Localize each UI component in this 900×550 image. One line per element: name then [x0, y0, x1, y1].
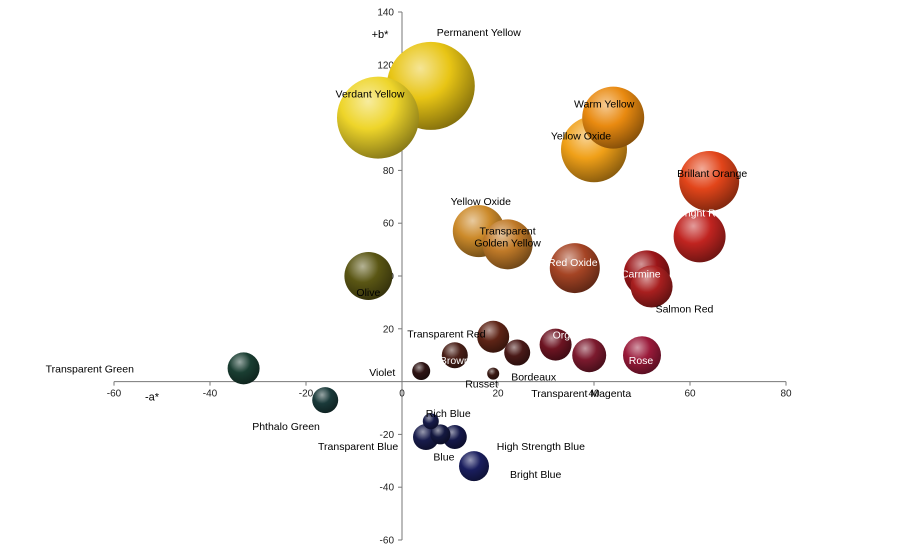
bubble-label: Yellow Oxide	[451, 196, 511, 208]
bubble-label: Rose	[629, 355, 654, 367]
bubble-label: Transparent Magenta	[531, 388, 631, 400]
bubble-label: High Strength Blue	[497, 441, 585, 453]
bubble-label: Olive	[356, 287, 380, 299]
bubble-point	[459, 451, 489, 482]
bubble-point	[482, 219, 533, 270]
bubble-label: Bright Red	[678, 207, 728, 219]
bubble-point	[504, 339, 531, 366]
x-axis-label: -a*	[145, 392, 160, 404]
bubble-point	[679, 150, 740, 211]
bubble-label: Brown	[440, 355, 470, 367]
bubble-labels: Permanent Yellow Verdant Yellow Warm Yello…	[46, 27, 748, 481]
bubble-label: Yellow Oxide	[551, 130, 611, 142]
bubble-point	[441, 342, 468, 369]
bubble-label: Bright Blue	[510, 469, 562, 481]
bubble-label: Transparent Green	[46, 363, 134, 375]
bubble-label: Organic Maroon	[553, 330, 628, 342]
bubble-point	[572, 338, 607, 373]
bubble-label: Rich Blue	[426, 408, 471, 420]
x-tick-label: 20	[492, 389, 504, 400]
x-tick-label: 80	[780, 389, 792, 400]
bubble-point	[344, 252, 393, 300]
y-tick-label: -20	[380, 430, 395, 441]
x-tick-label: -20	[299, 389, 314, 400]
bubble-label: Warm Yellow	[574, 99, 635, 111]
bubble-label: Russet	[465, 379, 498, 391]
y-tick-label: -60	[380, 536, 395, 547]
y-tick-label: 20	[383, 324, 395, 335]
bubble-point	[673, 210, 726, 263]
bubble-point	[337, 76, 419, 159]
y-tick-label: 140	[377, 8, 394, 19]
y-axis-label: +b*	[372, 29, 390, 41]
bubble-point	[422, 413, 439, 430]
bubble-label: Salmon Red	[656, 304, 714, 316]
bubble-label: Red Oxide	[548, 257, 598, 269]
x-tick-label: 60	[684, 389, 696, 400]
x-tick-label: 0	[399, 389, 405, 400]
bubble-label: Permanent Yellow	[437, 27, 521, 39]
bubble-point	[549, 243, 600, 294]
bubble-point	[477, 320, 510, 353]
x-tick-label: -60	[107, 389, 122, 400]
bubble-label: Violet	[369, 367, 395, 379]
bubble-label: Carmine	[621, 268, 661, 280]
bubble-label: Transparent Golden Yellow	[474, 225, 541, 249]
x-tick-label: 40	[588, 389, 600, 400]
y-tick-label: -40	[380, 483, 395, 494]
bubble-point	[582, 86, 645, 149]
bubble-label: Blue	[433, 451, 454, 463]
bubble-point	[630, 265, 673, 308]
y-tick-label: 80	[383, 166, 395, 177]
bubble-point	[227, 352, 260, 385]
bubble-label: Phthalo Green	[252, 421, 320, 433]
bubble-series	[227, 41, 740, 482]
y-tick-label: 120	[377, 60, 394, 71]
bubble-label: Bordeaux	[511, 372, 557, 384]
bubble-point	[539, 328, 572, 361]
y-tick-label: 60	[383, 219, 395, 230]
bubble-point	[312, 387, 339, 414]
bubble-label: Transparent Blue	[318, 441, 398, 453]
x-tick-label: -40	[203, 389, 218, 400]
bubble-label: Verdant Yellow	[336, 89, 405, 101]
bubble-label: Brillant Orange	[677, 168, 747, 180]
bubble-point	[487, 367, 500, 380]
bubble-point	[412, 362, 431, 381]
bubble-label: Transparent Red	[407, 329, 486, 341]
bubble-point	[430, 424, 451, 445]
bubble-point	[623, 336, 661, 375]
